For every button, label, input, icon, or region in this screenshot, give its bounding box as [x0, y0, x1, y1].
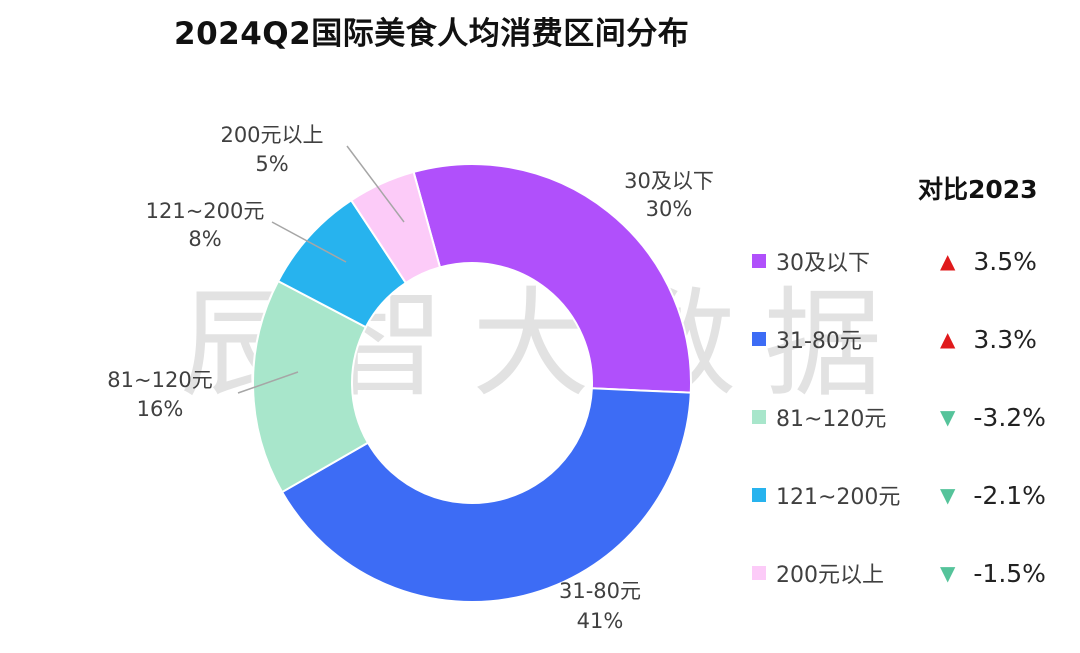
slice-category-label: 31-80元 [559, 579, 641, 603]
slice-value-label: 5% [255, 152, 288, 176]
slice-category-label: 200元以上 [220, 123, 323, 147]
comparison-title: 对比2023 [918, 175, 1038, 204]
change-value: -3.2% [973, 402, 1046, 432]
chart-title: 2024Q2国际美食人均消费区间分布 [174, 16, 690, 52]
legend: 30及以下 ▲ 3.5% 31-80元 ▲ 3.3% 81~120元 ▼ -3.… [752, 222, 1072, 612]
change-value: 3.3% [973, 324, 1037, 354]
comparison-change: ▲ 3.3% [940, 300, 1037, 378]
slice-value-label: 30% [646, 197, 693, 221]
leader-line [237, 371, 299, 394]
change-value: -1.5% [973, 558, 1046, 588]
leader-line [271, 221, 347, 263]
slice-value-label: 41% [577, 609, 624, 633]
legend-item: 81~120元 ▼ -3.2% [752, 378, 1072, 456]
legend-label: 200元以上 [776, 563, 884, 588]
legend-item: 200元以上 ▼ -1.5% [752, 534, 1072, 612]
slice-category-label: 121~200元 [146, 199, 265, 223]
legend-label: 81~120元 [776, 407, 887, 432]
donut-slice [280, 387, 692, 603]
comparison-change: ▼ -1.5% [940, 534, 1046, 612]
legend-label: 121~200元 [776, 485, 901, 510]
triangle-up-icon: ▲ [940, 249, 956, 273]
slice-category-label: 30及以下 [624, 169, 714, 193]
legend-label: 30及以下 [776, 251, 870, 276]
legend-label: 31-80元 [776, 329, 862, 354]
legend-swatch [752, 566, 766, 580]
change-value: -2.1% [973, 480, 1046, 510]
legend-swatch [752, 332, 766, 346]
legend-swatch [752, 488, 766, 502]
leader-line [346, 145, 405, 223]
slice-value-label: 8% [188, 227, 221, 251]
comparison-change: ▼ -2.1% [940, 456, 1046, 534]
slice-category-label: 81~120元 [107, 368, 212, 392]
triangle-up-icon: ▲ [940, 327, 956, 351]
legend-item: 121~200元 ▼ -2.1% [752, 456, 1072, 534]
legend-swatch [752, 254, 766, 268]
slice-value-label: 16% [137, 397, 184, 421]
donut-slice [412, 163, 692, 394]
legend-swatch [752, 410, 766, 424]
triangle-down-icon: ▼ [940, 483, 956, 507]
donut-slice [349, 170, 442, 285]
change-value: 3.5% [973, 246, 1037, 276]
triangle-down-icon: ▼ [940, 405, 956, 429]
triangle-down-icon: ▼ [940, 561, 956, 585]
comparison-change: ▼ -3.2% [940, 378, 1046, 456]
legend-item: 31-80元 ▲ 3.3% [752, 300, 1072, 378]
legend-item: 30及以下 ▲ 3.5% [752, 222, 1072, 300]
comparison-change: ▲ 3.5% [940, 222, 1037, 300]
